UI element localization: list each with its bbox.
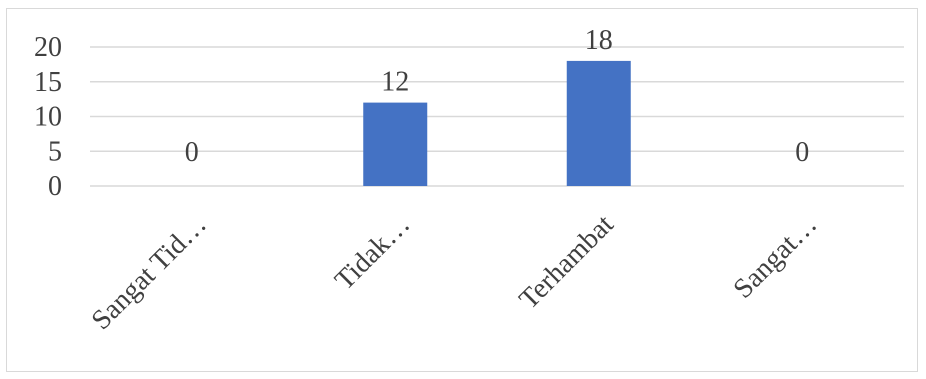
- y-tick-label: 15: [34, 67, 62, 98]
- y-tick-label: 10: [34, 102, 62, 133]
- chart-frame: [6, 8, 918, 372]
- data-label: 0: [185, 137, 199, 168]
- data-label: 0: [795, 137, 809, 168]
- category-label: Sangat…: [728, 209, 824, 305]
- category-labels: Sangat Tid… Tidak… Terhambat Sangat…: [86, 209, 824, 336]
- y-axis-ticks: 0 510 15 20: [34, 32, 62, 202]
- bar: [566, 60, 631, 186]
- y-tick-label: 0: [48, 171, 62, 202]
- y-tick-label: 5: [48, 136, 62, 167]
- gridlines: [90, 46, 904, 187]
- category-label: Terhambat: [513, 209, 619, 315]
- bars: [363, 60, 631, 186]
- data-labels: 0 12 18 0: [185, 25, 810, 168]
- y-tick-label: 20: [34, 32, 62, 63]
- bar: [363, 102, 428, 186]
- data-label: 18: [585, 25, 613, 56]
- category-label: Tidak…: [329, 209, 416, 296]
- data-label: 12: [381, 67, 409, 98]
- category-label: Sangat Tid…: [86, 209, 213, 336]
